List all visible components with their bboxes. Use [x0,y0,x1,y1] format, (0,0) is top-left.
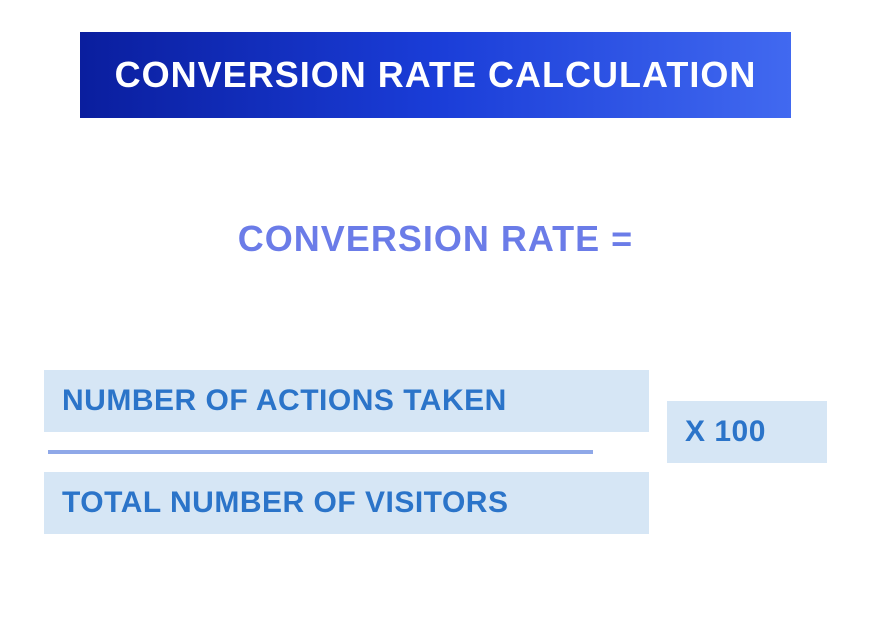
multiplier-pill: X 100 [667,401,827,463]
denominator-pill: TOTAL NUMBER OF VISITORS [44,472,649,534]
subtitle-text: CONVERSION RATE = [0,218,871,260]
fraction-group: NUMBER OF ACTIONS TAKEN TOTAL NUMBER OF … [44,370,649,534]
header-title: CONVERSION RATE CALCULATION [115,54,757,96]
fraction-divider [48,450,593,454]
header-banner: CONVERSION RATE CALCULATION [80,32,791,118]
formula-container: NUMBER OF ACTIONS TAKEN TOTAL NUMBER OF … [44,370,827,534]
numerator-pill: NUMBER OF ACTIONS TAKEN [44,370,649,432]
